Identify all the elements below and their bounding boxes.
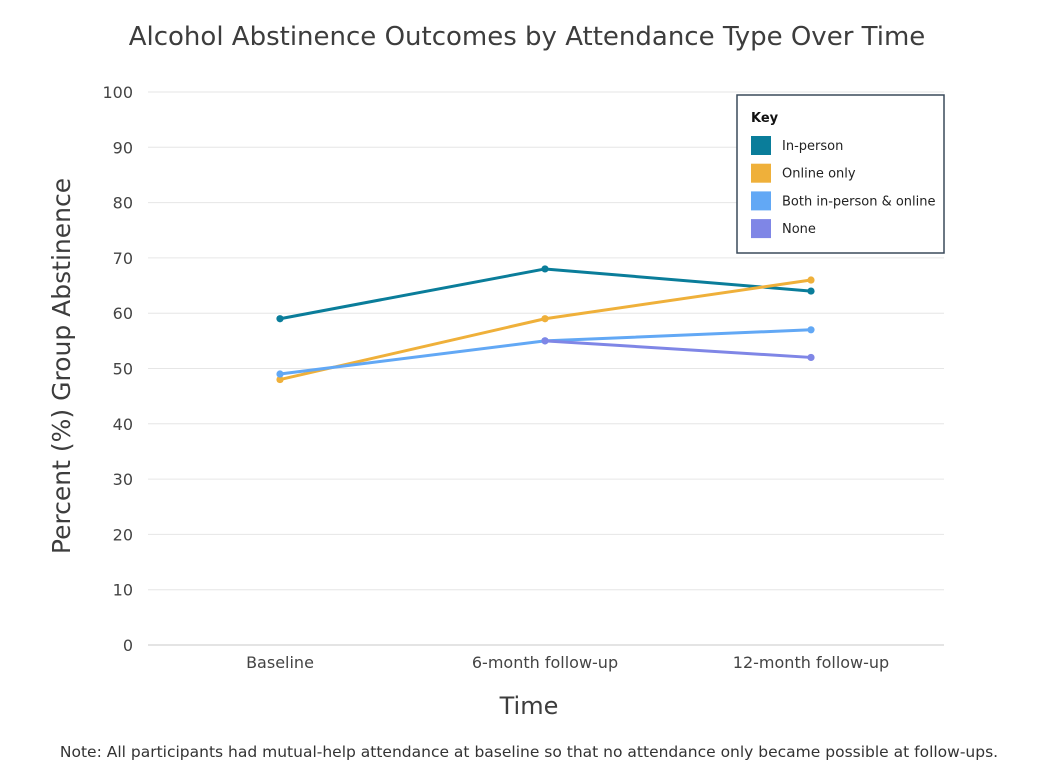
y-tick-label: 20 <box>113 525 133 544</box>
y-tick-label: 100 <box>102 83 133 102</box>
data-point <box>807 287 815 295</box>
data-point <box>807 276 815 284</box>
y-tick-label: 80 <box>113 194 133 213</box>
legend-swatch <box>751 219 771 239</box>
data-point <box>276 315 284 323</box>
series-line <box>278 267 813 321</box>
legend-label: Both in-person & online <box>782 194 936 209</box>
x-axis-ticks: Baseline 6-month follow-up 12-month follow… <box>246 653 889 672</box>
data-point <box>276 370 284 378</box>
y-tick-label: 0 <box>123 636 133 655</box>
y-tick-label: 60 <box>113 304 133 323</box>
chart-note: Note: All participants had mutual-help a… <box>60 743 998 761</box>
x-tick-label: 6-month follow-up <box>472 653 618 672</box>
legend-swatch <box>751 163 771 183</box>
legend: Key In-person Online only Both in-person &… <box>736 94 945 254</box>
data-point <box>541 315 549 323</box>
legend-swatch <box>751 136 771 155</box>
series-group <box>276 276 815 384</box>
series-layer <box>276 265 815 384</box>
series-group <box>276 265 815 323</box>
series-line <box>543 339 813 359</box>
x-axis-label: Time <box>499 692 559 720</box>
x-tick-label: Baseline <box>246 653 314 672</box>
legend-swatch <box>751 191 771 211</box>
chart-title: Alcohol Abstinence Outcomes by Attendanc… <box>129 22 926 52</box>
data-point <box>807 326 815 334</box>
legend-box <box>736 94 945 254</box>
y-tick-label: 90 <box>113 138 133 157</box>
legend-title: Key <box>751 111 779 126</box>
series-group <box>541 337 815 362</box>
data-point <box>807 353 815 362</box>
y-tick-label: 40 <box>113 415 133 434</box>
y-axis-label: Percent (%) Group Abstinence <box>47 178 76 554</box>
legend-label: None <box>782 222 816 237</box>
y-tick-label: 30 <box>113 470 133 489</box>
data-point <box>541 265 549 273</box>
data-point <box>276 375 284 384</box>
y-tick-label: 50 <box>113 360 133 379</box>
data-point <box>541 337 549 345</box>
legend-label: Online only <box>782 167 856 182</box>
legend-label: In-person <box>782 139 843 154</box>
y-axis-ticks: 0 10 20 30 40 50 60 70 80 90 100 <box>102 83 133 655</box>
legend-items: In-person Online only Both in-person & onl… <box>751 136 936 239</box>
y-tick-label: 10 <box>113 581 133 600</box>
x-tick-label: 12-month follow-up <box>733 653 889 672</box>
y-tick-label: 70 <box>113 249 133 268</box>
